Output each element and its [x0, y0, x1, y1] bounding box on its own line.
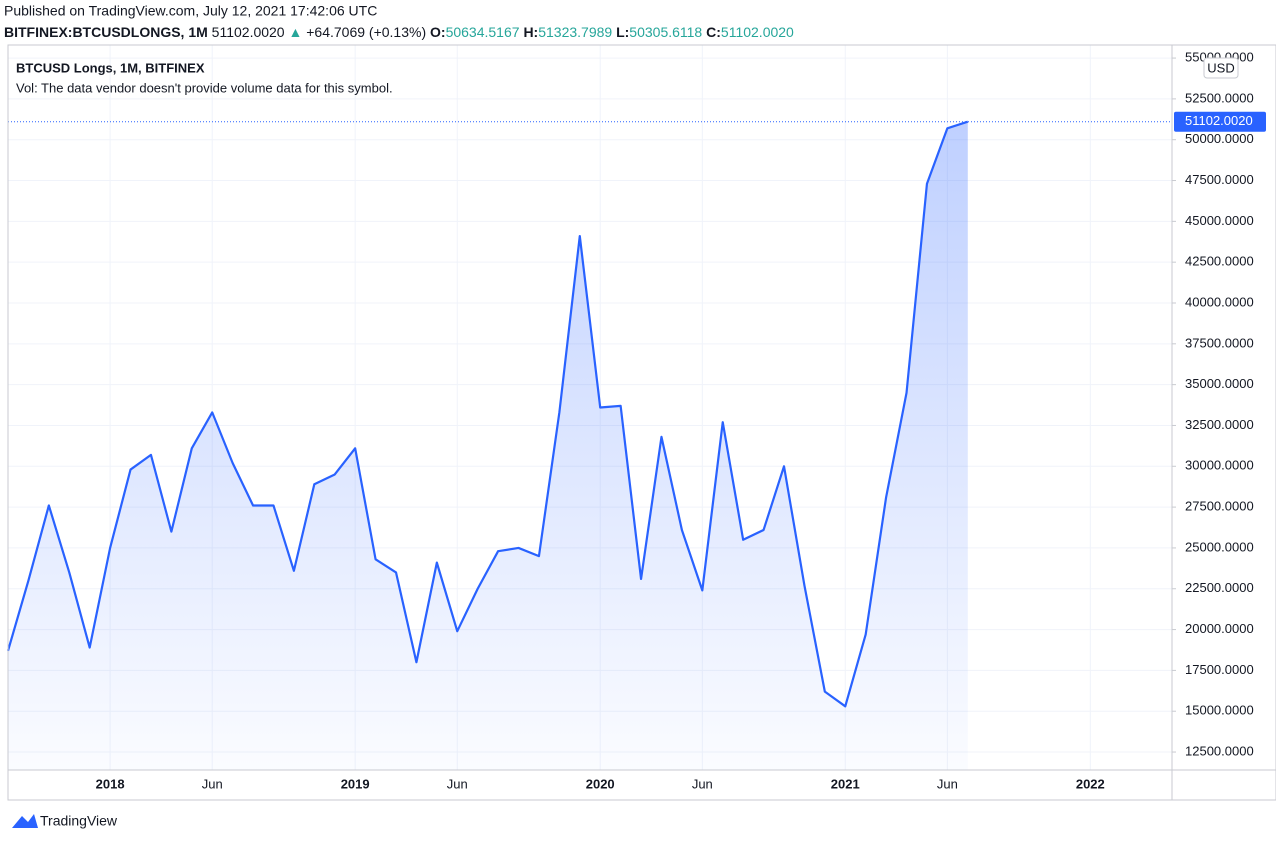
- h-value: 51323.7989: [538, 24, 612, 40]
- y-tick-label: 42500.0000: [1185, 254, 1254, 269]
- plot: [6, 120, 1172, 770]
- y-tick-label: 47500.0000: [1185, 172, 1254, 187]
- o-value: 50634.5167: [446, 24, 520, 40]
- quote-line: BITFINEX:BTCUSDLONGS, 1M 51102.0020 ▲ +6…: [4, 24, 794, 40]
- y-tick-label: 22500.0000: [1185, 580, 1254, 595]
- l-value: 50305.6118: [629, 24, 702, 40]
- legend-title: BTCUSD Longs, 1M, BITFINEX: [16, 60, 205, 75]
- unit: USD: [1207, 60, 1234, 75]
- l-label: L:: [616, 24, 629, 40]
- y-tick-label: 12500.0000: [1185, 743, 1254, 758]
- x-tick-label: Jun: [202, 776, 223, 791]
- brand: TradingView: [40, 813, 118, 829]
- y-tick-label: 27500.0000: [1185, 499, 1254, 514]
- y-tick-label: 25000.0000: [1185, 539, 1254, 554]
- o-label: O:: [430, 24, 446, 40]
- x-tick-label: Jun: [692, 776, 713, 791]
- x-tick-label: Jun: [937, 776, 958, 791]
- unit-badge: [1203, 57, 1239, 79]
- c-label: C:: [706, 24, 721, 40]
- symbol: BITFINEX:BTCUSDLONGS, 1M: [4, 24, 208, 40]
- price: 51102.0020: [212, 24, 285, 40]
- price-tag-label: 51102.0020: [1185, 113, 1253, 128]
- y-tick-label: 35000.0000: [1185, 376, 1254, 391]
- y-tick-label: 37500.0000: [1185, 335, 1254, 350]
- x-tick-label: 2019: [341, 776, 370, 791]
- logo: [12, 814, 38, 828]
- y-tick-label: 52500.0000: [1185, 90, 1254, 105]
- note: Vol: The data vendor doesn't provide vol…: [16, 80, 393, 95]
- y-tick-label: 45000.0000: [1185, 213, 1254, 228]
- x-tick-label: 2018: [96, 776, 125, 791]
- area-fill: [8, 121, 968, 770]
- y-tick-label: 30000.0000: [1185, 458, 1254, 473]
- y-tick-label: 20000.0000: [1185, 621, 1254, 636]
- y-tick-label: 32500.0000: [1185, 417, 1254, 432]
- x-tick-label: 2021: [831, 776, 860, 791]
- x-tick-label: Jun: [447, 776, 468, 791]
- x-tick-label: 2020: [586, 776, 615, 791]
- y-tick-label: 50000.0000: [1185, 131, 1254, 146]
- x-tick-label: 2022: [1076, 776, 1105, 791]
- y-tick-label: 17500.0000: [1185, 662, 1254, 677]
- arrow: ▲: [289, 24, 303, 40]
- h-label: H:: [523, 24, 538, 40]
- c-value: 51102.0020: [721, 24, 794, 40]
- axes: 12500.0000 15000.0000 17500.0000 20000.0000…: [96, 50, 1266, 791]
- price-tag: [1174, 111, 1266, 132]
- y-tick-label: 40000.0000: [1185, 294, 1254, 309]
- y-tick-label: 15000.0000: [1185, 703, 1254, 718]
- frame: [7, 44, 1276, 801]
- change: +64.7069 (+0.13%): [306, 24, 426, 40]
- published: Published on TradingView.com, July 12, 2…: [4, 3, 377, 19]
- line: [6, 120, 969, 708]
